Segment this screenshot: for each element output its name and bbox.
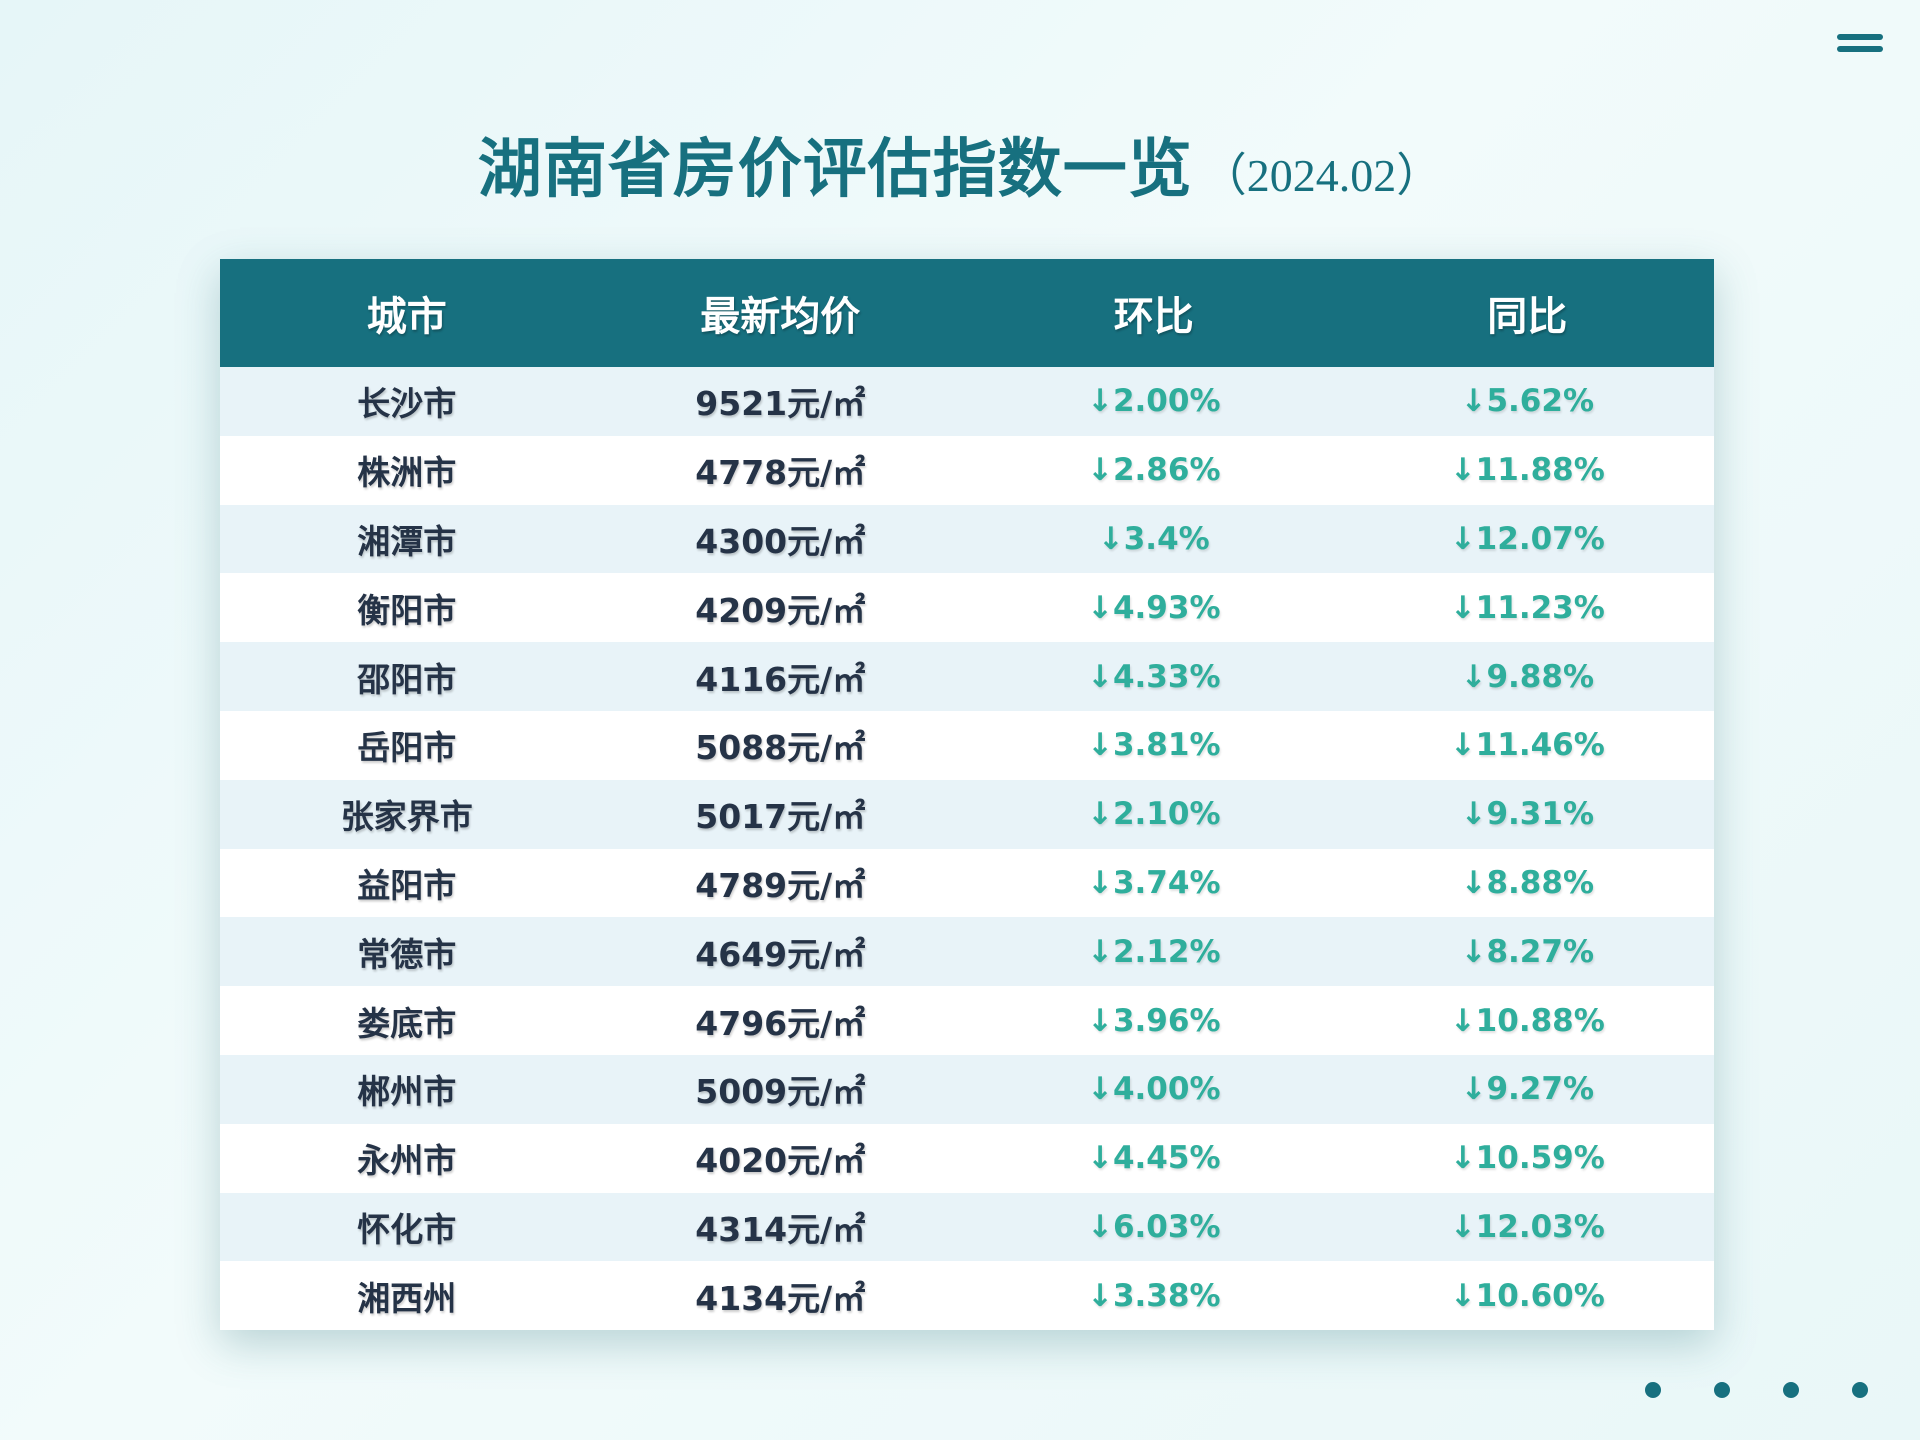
cell-mom: ↓3.96% (967, 986, 1341, 1055)
cell-price: 4796元/㎡ (593, 986, 967, 1055)
cell-city: 郴州市 (220, 1054, 594, 1124)
cell-yoy: ↓10.88% (1340, 986, 1714, 1055)
cell-price: 4134元/㎡ (593, 1261, 967, 1331)
header-city: 城市 (220, 259, 594, 367)
cell-price: 4300元/㎡ (593, 504, 967, 574)
cell-city: 张家界市 (220, 779, 594, 849)
price-index-table-card: 城市 最新均价 环比 同比 长沙市 9521元/㎡ ↓2.00% ↓5.62% … (220, 259, 1714, 1331)
cell-city: 娄底市 (220, 986, 594, 1055)
cell-city: 常德市 (220, 917, 594, 987)
table-row: 长沙市 9521元/㎡ ↓2.00% ↓5.62% (220, 367, 1714, 436)
table-row: 邵阳市 4116元/㎡ ↓4.33% ↓9.88% (220, 642, 1714, 711)
cell-yoy: ↓8.27% (1340, 917, 1714, 987)
cell-price: 4314元/㎡ (593, 1192, 967, 1262)
page-title-main: 湖南省房价评估指数一览 (477, 132, 1193, 207)
cell-mom: ↓3.38% (967, 1261, 1341, 1331)
cell-city: 岳阳市 (220, 710, 594, 780)
cell-mom: ↓2.00% (967, 367, 1341, 436)
cell-yoy: ↓10.59% (1340, 1123, 1714, 1193)
pagination-dot[interactable] (1714, 1382, 1730, 1398)
cell-price: 5009元/㎡ (593, 1054, 967, 1124)
table-row: 娄底市 4796元/㎡ ↓3.96% ↓10.88% (220, 986, 1714, 1055)
cell-price: 9521元/㎡ (593, 367, 967, 436)
header-price: 最新均价 (593, 259, 967, 367)
cell-city: 永州市 (220, 1123, 594, 1193)
cell-mom: ↓3.74% (967, 848, 1341, 918)
cell-yoy: ↓9.88% (1340, 642, 1714, 711)
cell-yoy: ↓12.07% (1340, 504, 1714, 574)
cell-mom: ↓4.00% (967, 1054, 1341, 1124)
cell-price: 4649元/㎡ (593, 917, 967, 987)
cell-yoy: ↓9.31% (1340, 779, 1714, 849)
cell-price: 4778元/㎡ (593, 435, 967, 505)
cell-mom: ↓3.81% (967, 710, 1341, 780)
table-row: 永州市 4020元/㎡ ↓4.45% ↓10.59% (220, 1123, 1714, 1193)
cell-city: 益阳市 (220, 848, 594, 918)
cell-price: 4209元/㎡ (593, 573, 967, 643)
table-row: 岳阳市 5088元/㎡ ↓3.81% ↓11.46% (220, 710, 1714, 780)
pagination-dot[interactable] (1852, 1382, 1868, 1398)
cell-city: 怀化市 (220, 1192, 594, 1262)
table-row: 衡阳市 4209元/㎡ ↓4.93% ↓11.23% (220, 573, 1714, 643)
table-row: 张家界市 5017元/㎡ ↓2.10% ↓9.31% (220, 779, 1714, 849)
cell-yoy: ↓11.23% (1340, 573, 1714, 643)
cell-yoy: ↓11.46% (1340, 710, 1714, 780)
cell-mom: ↓4.33% (967, 642, 1341, 711)
page-title-date: （2024.02） (1200, 150, 1443, 201)
header-yoy: 同比 (1340, 259, 1714, 367)
pagination-dot[interactable] (1783, 1382, 1799, 1398)
pagination-dot[interactable] (1645, 1382, 1661, 1398)
cell-city: 邵阳市 (220, 642, 594, 711)
cell-city: 长沙市 (220, 367, 594, 436)
table-row: 怀化市 4314元/㎡ ↓6.03% ↓12.03% (220, 1192, 1714, 1262)
header-mom: 环比 (967, 259, 1341, 367)
cell-price: 4789元/㎡ (593, 848, 967, 918)
price-index-table: 城市 最新均价 环比 同比 长沙市 9521元/㎡ ↓2.00% ↓5.62% … (220, 259, 1714, 1331)
cell-city: 株洲市 (220, 435, 594, 505)
cell-mom: ↓2.10% (967, 779, 1341, 849)
table-header-row: 城市 最新均价 环比 同比 (220, 259, 1714, 367)
page-title: 湖南省房价评估指数一览 （2024.02） (0, 118, 1920, 210)
menu-icon-bar (1837, 34, 1883, 40)
cell-yoy: ↓8.88% (1340, 848, 1714, 918)
cell-mom: ↓2.12% (967, 917, 1341, 987)
menu-icon-bar (1837, 46, 1883, 52)
menu-icon[interactable] (1837, 34, 1883, 54)
table-row: 湘潭市 4300元/㎡ ↓3.4% ↓12.07% (220, 504, 1714, 574)
cell-mom: ↓3.4% (967, 504, 1341, 574)
cell-price: 5088元/㎡ (593, 710, 967, 780)
table-row: 湘西州 4134元/㎡ ↓3.38% ↓10.60% (220, 1261, 1714, 1331)
table-row: 郴州市 5009元/㎡ ↓4.00% ↓9.27% (220, 1054, 1714, 1124)
cell-city: 湘潭市 (220, 504, 594, 574)
cell-mom: ↓4.45% (967, 1123, 1341, 1193)
cell-yoy: ↓12.03% (1340, 1192, 1714, 1262)
cell-price: 4020元/㎡ (593, 1123, 967, 1193)
cell-city: 衡阳市 (220, 573, 594, 643)
table-row: 株洲市 4778元/㎡ ↓2.86% ↓11.88% (220, 435, 1714, 505)
cell-yoy: ↓9.27% (1340, 1054, 1714, 1124)
cell-mom: ↓2.86% (967, 435, 1341, 505)
cell-mom: ↓4.93% (967, 573, 1341, 643)
cell-price: 4116元/㎡ (593, 642, 967, 711)
cell-yoy: ↓10.60% (1340, 1261, 1714, 1331)
table-row: 益阳市 4789元/㎡ ↓3.74% ↓8.88% (220, 848, 1714, 918)
cell-price: 5017元/㎡ (593, 779, 967, 849)
cell-mom: ↓6.03% (967, 1192, 1341, 1262)
cell-yoy: ↓11.88% (1340, 435, 1714, 505)
cell-yoy: ↓5.62% (1340, 367, 1714, 436)
table-row: 常德市 4649元/㎡ ↓2.12% ↓8.27% (220, 917, 1714, 987)
cell-city: 湘西州 (220, 1261, 594, 1331)
